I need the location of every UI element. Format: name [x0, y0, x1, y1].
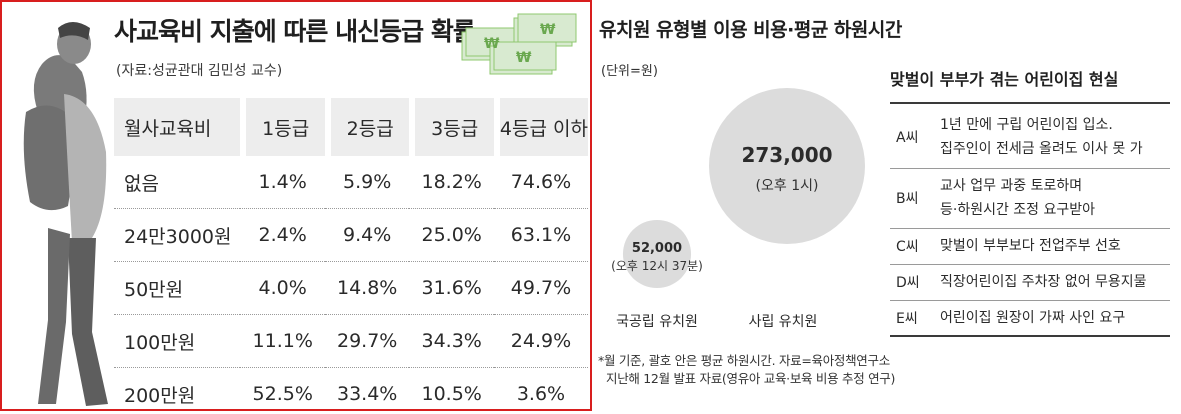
table-cell: 2.4%	[240, 209, 325, 262]
table-cell: 33.4%	[325, 368, 409, 409]
header-row: 월사교육비 1등급 2등급 3등급 4등급 이하	[114, 98, 588, 156]
table-cell: 18.2%	[409, 156, 494, 209]
bubble	[709, 88, 865, 244]
table-cell: 50만원	[114, 262, 241, 315]
column-header: 4등급 이하	[493, 98, 588, 156]
table-cell: 24만3000원	[114, 209, 241, 262]
description-line: 교사 업무 과중 토로하며	[940, 178, 1083, 194]
daycare-reality-panel: 맞벌이 부부가 겪는 어린이집 현실 A씨 1년 만에 구립 어린이집 입소. 집주…	[890, 0, 1181, 414]
bubble-chart: 52,000 (오후 12시 37분) 국공립 유치원 273,000 (오후 1시) 사…	[611, 88, 865, 330]
svg-text:₩: ₩	[484, 36, 500, 52]
table-cell: 없음	[114, 156, 241, 209]
time-label: (오후 12시 37분)	[611, 259, 703, 273]
table-cell: 34.3%	[409, 315, 494, 368]
table-cell: 100만원	[114, 315, 241, 368]
cost-label: 52,000	[632, 241, 682, 256]
description-line: 1년 만에 구립 어린이집 입소.	[940, 116, 1113, 133]
table-cell: 10.5%	[409, 368, 493, 409]
case-row: E씨 어린이집 원장이 가짜 사인 요구	[890, 300, 1170, 336]
time-label: (오후 1시)	[756, 178, 819, 194]
person-label: E씨	[896, 310, 918, 327]
table-row: 없음 1.4% 5.9% 18.2% 74.6%	[114, 156, 588, 209]
table-cell: 24.9%	[493, 315, 588, 368]
case-row: A씨 1년 만에 구립 어린이집 입소. 집주인이 전세금 올려도 이사 못 가	[890, 106, 1170, 168]
case-description: 맞벌이 부부보다 전업주부 선호	[930, 228, 1170, 264]
person-label: A씨	[896, 129, 919, 146]
table-cell: 3.6%	[494, 368, 588, 409]
cases-table: A씨 1년 만에 구립 어린이집 입소. 집주인이 전세금 올려도 이사 못 가 B씨…	[890, 106, 1170, 337]
student-illustration	[23, 22, 108, 406]
table-cell: 74.6%	[493, 156, 588, 209]
tutoring-cost-panel: 사교육비 지출에 따른 내신등급 확률 (자료:성균관대 김민성 교수) ₩ ₩ ₩…	[0, 0, 592, 411]
svg-text:₩: ₩	[540, 22, 556, 38]
table-cell: 25.0%	[409, 209, 494, 262]
unit-caption: (단위=원)	[601, 64, 658, 79]
table-row: 50만원 4.0% 14.8% 31.6% 49.7%	[114, 262, 588, 315]
table-cell: 29.7%	[324, 315, 410, 368]
person-label: B씨	[896, 191, 919, 207]
table-cell: 11.1%	[240, 315, 325, 368]
source-caption: (자료:성균관대 김민성 교수)	[116, 63, 283, 79]
table-cell: 5.9%	[324, 156, 410, 209]
person-label: D씨	[896, 275, 920, 291]
panel-title: 맞벌이 부부가 겪는 어린이집 현실	[890, 70, 1119, 89]
table-cell: 31.6%	[409, 262, 494, 315]
case-row: D씨 직장어린이집 주차장 없어 무용지물	[890, 264, 1170, 300]
table-cell: 1.4%	[240, 156, 325, 209]
column-header: 월사교육비	[114, 98, 241, 156]
column-header: 2등급	[324, 98, 410, 156]
top-rule	[890, 102, 1170, 104]
panel-title: 유치원 유형별 이용 비용·평균 하원시간	[599, 19, 902, 41]
cost-label: 273,000	[741, 143, 832, 167]
description-line: 직장어린이집 주차장 없어 무용지물	[940, 274, 1147, 290]
case-description: 어린이집 원장이 가짜 사인 요구	[930, 300, 1170, 336]
money-stack-icon: ₩ ₩ ₩	[461, 13, 577, 75]
description-line: 맞벌이 부부보다 전업주부 선호	[940, 238, 1121, 254]
svg-text:₩: ₩	[516, 50, 532, 66]
footnote-line: *월 기준, 괄호 안은 평균 하원시간. 자료=육아정책연구소	[598, 353, 890, 368]
person-label: C씨	[896, 239, 919, 255]
case-row: C씨 맞벌이 부부보다 전업주부 선호	[890, 228, 1170, 264]
table-cell: 9.4%	[324, 209, 410, 262]
table-row: 24만3000원 2.4% 9.4% 25.0% 63.1%	[114, 209, 588, 262]
table-cell: 200만원	[114, 368, 240, 409]
footnote: *월 기준, 괄호 안은 평균 하원시간. 자료=육아정책연구소 지난해 12월…	[598, 352, 895, 388]
kindergarten-cost-panel: 유치원 유형별 이용 비용·평균 하원시간 (단위=원) 52,000 (오후 1…	[592, 0, 902, 414]
column-header: 1등급	[240, 98, 325, 156]
description-line: 어린이집 원장이 가짜 사인 요구	[940, 309, 1126, 326]
probability-table: 월사교육비 1등급 2등급 3등급 4등급 이하 없음 1.4% 5.9% 18.2% 74.6%…	[114, 98, 588, 409]
table-cell: 4.0%	[240, 262, 325, 315]
bubble-category-label: 사립 유치원	[749, 314, 818, 330]
table-row: 100만원 11.1% 29.7% 34.3% 24.9%	[114, 315, 588, 368]
description-line: 집주인이 전세금 올려도 이사 못 가	[940, 140, 1143, 157]
bubble	[622, 219, 692, 289]
footnote-line: 지난해 12월 발표 자료(영유아 교육·보육 비용 추정 연구)	[606, 371, 896, 386]
description-line: 등·하원시간 조정 요구받아	[940, 202, 1096, 218]
table-cell: 14.8%	[324, 262, 410, 315]
case-description: 직장어린이집 주차장 없어 무용지물	[930, 264, 1170, 300]
table-cell: 52.5%	[240, 368, 324, 409]
panel-title: 사교육비 지출에 따른 내신등급 확률	[114, 17, 476, 46]
table-cell: 63.1%	[493, 209, 588, 262]
column-header: 3등급	[409, 98, 494, 156]
table-row: 200만원 52.5% 33.4% 10.5% 3.6%	[114, 368, 588, 409]
bubble-category-label: 국공립 유치원	[616, 314, 698, 330]
table-cell: 49.7%	[493, 262, 588, 315]
case-description: 1년 만에 구립 어린이집 입소. 집주인이 전세금 올려도 이사 못 가	[930, 106, 1170, 168]
